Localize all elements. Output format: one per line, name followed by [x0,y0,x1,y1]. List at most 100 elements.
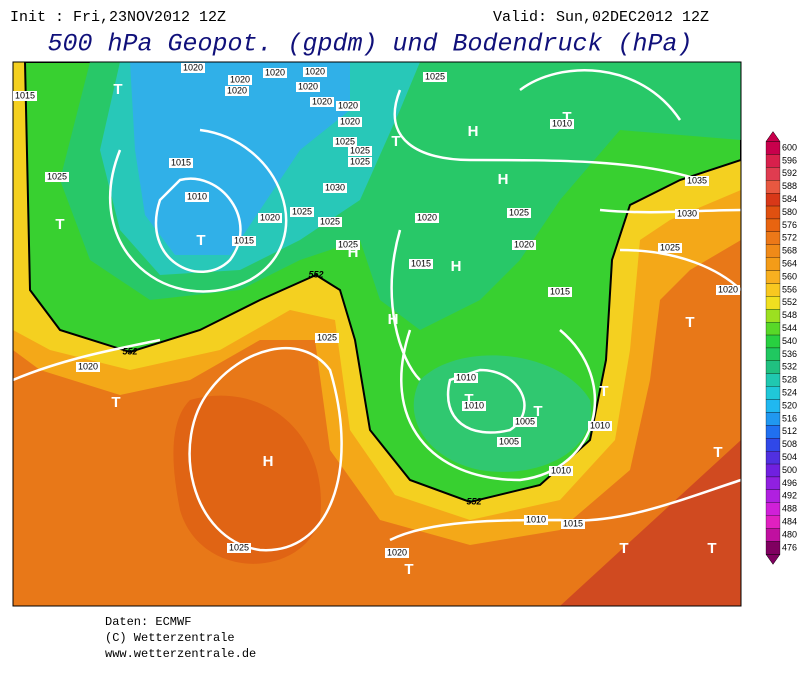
colorbar-label: 600 [782,142,797,152]
isobar-label-box [512,240,536,250]
colorbar-band [765,309,781,323]
isobar-label-box [310,97,334,107]
colorbar-label: 584 [782,194,797,204]
colorbar-band [765,399,781,413]
colorbar-label: 580 [782,207,797,217]
isobar-label-box [13,91,37,101]
colorbar-band [765,489,781,503]
isobar-label-box [336,240,360,250]
isobar-label: 1020 [338,100,358,110]
isobar-label: 1010 [526,514,546,524]
pressure-center: H [388,311,399,328]
isobar-label-box [423,72,447,82]
isobar-label: 1025 [425,71,445,81]
isobar-label-box [507,208,531,218]
colorbar-label: 524 [782,387,797,397]
colorbar-band [765,167,781,181]
colorbar-label: 560 [782,271,797,281]
isobar-label-box [181,63,205,73]
isobar-label-box [228,75,252,85]
isobar-label: 1010 [456,372,476,382]
colorbar-tip [765,554,781,565]
isobar-label: 1010 [464,400,484,410]
isobar-label-box [76,362,100,372]
colorbar-label: 492 [782,491,797,501]
colorbar-band [765,154,781,168]
colorbar-band [765,141,781,155]
colorbar-label: 564 [782,258,797,268]
isobar-label: 1020 [183,62,203,72]
pressure-center: T [404,561,413,578]
isobar-label-box [290,207,314,217]
footer-line: www.wetterzentrale.de [105,647,256,661]
colorbar-band [765,347,781,362]
isobar-label: 1030 [677,208,697,218]
map-title: 500 hPa Geopot. (gpdm) und Bodendruck (h… [47,30,692,59]
isobar-label-box [318,217,342,227]
isobar-label-box [550,119,574,129]
colorbar-band [765,360,781,374]
isobar-label-box [454,373,478,383]
contour-label: 552 [122,346,137,356]
footer-line: (C) Wetterzentrale [105,631,235,645]
isobar-label: 1020 [265,67,285,77]
contour-label: 552 [466,496,481,506]
isobar-label: 1010 [187,191,207,201]
isobar-label-box [497,437,521,447]
colorbar-label: 476 [782,542,797,552]
valid-time: Valid: Sun,02DEC2012 12Z [493,9,709,26]
colorbar-band [765,270,781,284]
colorbar-label: 588 [782,181,797,191]
isobar-label: 1020 [417,212,437,222]
colorbar-band [765,231,781,245]
band-516 [130,62,350,255]
colorbar-band [765,218,781,232]
colorbar-label: 504 [782,452,797,462]
colorbar-band [765,373,781,387]
isobar-label-box [323,183,347,193]
isobar-label-box [415,213,439,223]
colorbar-label: 540 [782,336,797,346]
isobar-label: 1025 [660,242,680,252]
isobar-label: 1030 [325,182,345,192]
isobar-label: 1020 [227,85,247,95]
colorbar-band [765,334,781,349]
isobar-label-box [658,243,682,253]
colorbar-label: 536 [782,349,797,359]
isobar-label-box [549,466,573,476]
isobar-label: 1025 [350,145,370,155]
isobar-label: 1015 [563,518,583,528]
isobar-label: 1020 [230,74,250,84]
isobar-label-box [45,172,69,182]
colorbar-band [765,296,781,310]
colorbar-band [765,412,781,426]
pressure-center: H [451,258,462,275]
colorbar-label: 532 [782,362,797,372]
pressure-center: T [55,216,64,233]
colorbar-label: 528 [782,375,797,385]
isobar-label-box [169,158,193,168]
pressure-center: T [707,540,716,557]
isobar-label: 1010 [590,420,610,430]
isobar-label-box [548,287,572,297]
map-area [13,62,741,606]
pressure-center: H [263,453,274,470]
isobar-label: 1005 [499,436,519,446]
colorbar-label: 508 [782,439,797,449]
isobar-label-box [716,285,740,295]
isobar-label: 1025 [229,542,249,552]
isobar-label-box [385,548,409,558]
map-frame [12,61,742,607]
colorbar-label: 576 [782,220,797,230]
isobar-label-box [409,259,433,269]
pressure-center: T [533,403,542,420]
colorbar-label: 496 [782,478,797,488]
colorbar-band [765,192,781,207]
pressure-center: T [685,314,694,331]
isobar-label: 1020 [78,361,98,371]
isobar-label: 1025 [335,136,355,146]
colorbar-label: 500 [782,465,797,475]
pressure-center: T [196,232,205,249]
isobars [13,69,741,552]
